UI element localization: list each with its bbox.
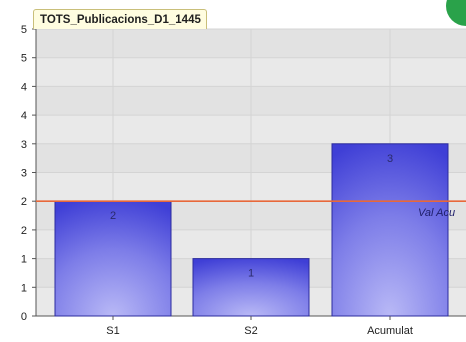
y-tick-label: 5	[21, 24, 27, 36]
y-tick-label: 5	[21, 53, 27, 65]
chart-title: TOTS_Publicacions_D1_1445	[33, 9, 207, 29]
y-tick-label: 2	[21, 196, 27, 208]
bar-s1	[54, 200, 172, 317]
y-tick-label: 1	[21, 254, 27, 266]
y-tick-label: 4	[21, 81, 27, 93]
y-tick-label: 4	[21, 110, 27, 122]
x-tick-label: S2	[244, 325, 257, 337]
y-tick-label: 3	[21, 139, 27, 151]
data-label: 3	[387, 153, 393, 165]
y-tick-label: 2	[21, 225, 27, 237]
y-tick-label: 0	[21, 311, 27, 323]
bar-s2	[192, 258, 310, 317]
y-tick-label: 3	[21, 168, 27, 180]
y-tick-label: 1	[21, 282, 27, 294]
x-tick-label: S1	[106, 325, 119, 337]
reference-line-label: Val Acu	[418, 207, 455, 219]
bar-acumulat	[331, 143, 449, 317]
data-label: 2	[110, 210, 116, 222]
x-tick-label: Acumulat	[367, 325, 413, 337]
status-badge	[446, 0, 466, 26]
data-label: 1	[248, 268, 254, 280]
